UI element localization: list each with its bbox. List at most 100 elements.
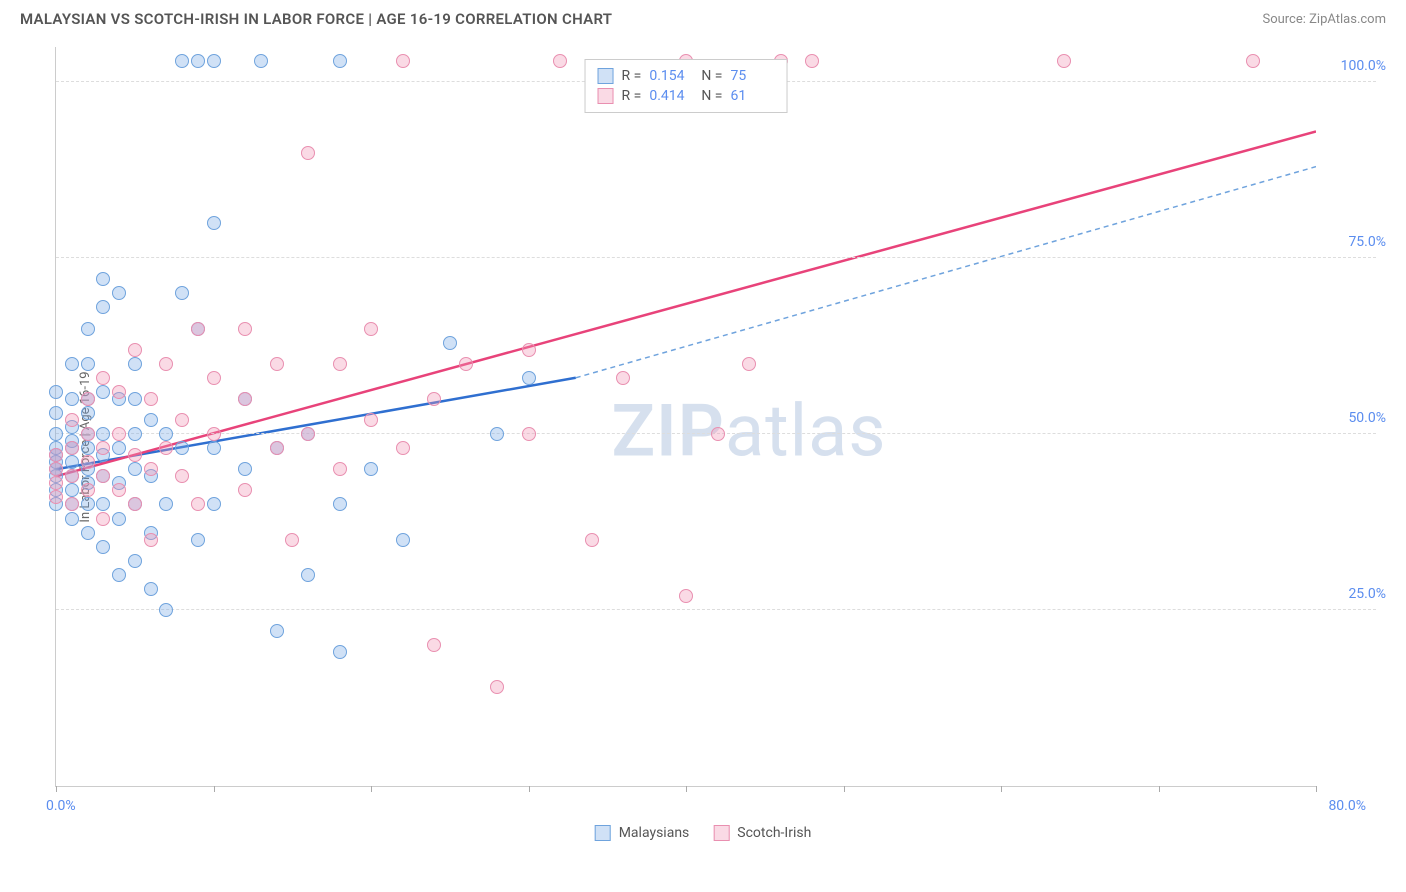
x-tick [844,786,845,792]
regression-lines [56,47,1316,786]
data-point [270,441,284,455]
watermark-atlas: atlas [725,389,887,474]
data-point [81,497,95,511]
data-point [191,533,205,547]
data-point [96,512,110,526]
data-point [238,392,252,406]
data-point [144,582,158,596]
data-point [191,497,205,511]
gridline [56,257,1376,258]
data-point [144,413,158,427]
data-point [805,54,819,68]
data-point [96,540,110,554]
data-point [616,371,630,385]
data-point [396,54,410,68]
data-point [254,54,268,68]
chart-area: In Labor Force | Age 16-19 ZIPatlas R =0… [0,37,1406,857]
data-point [112,441,126,455]
data-point [49,406,63,420]
x-tick [529,786,530,792]
x-tick-label-left: 0.0% [46,798,76,814]
data-point [49,427,63,441]
data-point [270,357,284,371]
y-tick-label: 100.0% [1341,58,1386,74]
data-point [175,54,189,68]
data-point [112,427,126,441]
data-point [128,427,142,441]
data-point [207,497,221,511]
data-point [711,427,725,441]
data-point [301,568,315,582]
legend-row: R =0.154N =75 [598,66,775,86]
data-point [742,357,756,371]
data-point [238,322,252,336]
data-point [65,357,79,371]
data-point [301,146,315,160]
data-point [443,336,457,350]
data-point [96,385,110,399]
legend-r-value: 0.154 [649,68,693,84]
data-point [144,462,158,476]
legend-swatch [595,825,611,841]
data-point [65,413,79,427]
y-tick-label: 25.0% [1348,586,1386,602]
data-point [175,286,189,300]
data-point [81,455,95,469]
data-point [585,533,599,547]
legend-label: Scotch-Irish [737,825,811,841]
watermark-zip: ZIP [611,389,724,474]
data-point [112,483,126,497]
series-legend: Malaysians Scotch-Irish [595,825,812,841]
x-tick [1159,786,1160,792]
legend-r-value: 0.414 [649,88,693,104]
data-point [285,533,299,547]
x-tick [1001,786,1002,792]
data-point [301,427,315,441]
data-point [128,357,142,371]
data-point [522,427,536,441]
data-point [207,441,221,455]
legend-n-label: N = [701,68,722,84]
data-point [128,554,142,568]
data-point [427,392,441,406]
data-point [175,441,189,455]
x-tick [56,786,57,792]
data-point [159,427,173,441]
data-point [81,322,95,336]
data-point [112,512,126,526]
data-point [81,392,95,406]
chart-title: MALAYSIAN VS SCOTCH-IRISH IN LABOR FORCE… [20,10,612,28]
data-point [65,512,79,526]
x-tick [371,786,372,792]
legend-swatch [713,825,729,841]
data-point [159,357,173,371]
legend-item: Scotch-Irish [713,825,811,841]
data-point [207,371,221,385]
legend-swatch [598,68,614,84]
data-point [81,441,95,455]
data-point [333,497,347,511]
data-point [144,533,158,547]
data-point [112,286,126,300]
data-point [333,462,347,476]
data-point [238,462,252,476]
data-point [144,392,158,406]
x-tick [214,786,215,792]
data-point [49,462,63,476]
x-tick-label-right: 80.0% [1328,798,1366,814]
data-point [81,483,95,497]
data-point [65,441,79,455]
legend-label: Malaysians [619,825,690,841]
gridline [56,609,1376,610]
watermark: ZIPatlas [611,389,886,474]
data-point [427,638,441,652]
data-point [364,462,378,476]
data-point [49,490,63,504]
data-point [396,533,410,547]
data-point [553,54,567,68]
data-point [81,357,95,371]
data-point [522,343,536,357]
data-point [333,645,347,659]
data-point [191,54,205,68]
correlation-legend: R =0.154N =75R =0.414N =61 [585,59,788,113]
